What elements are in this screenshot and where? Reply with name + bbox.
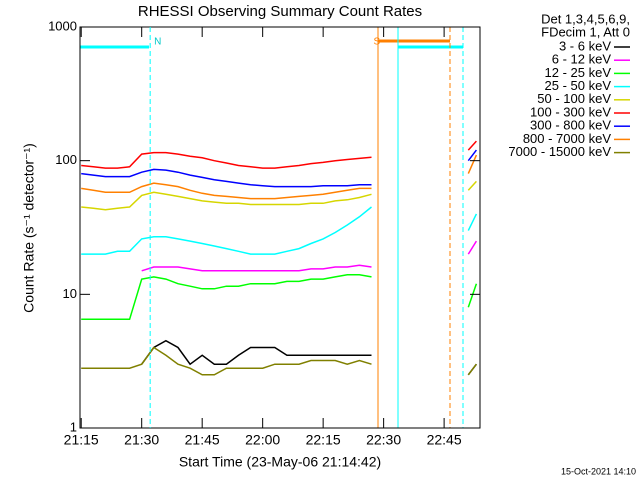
x-tick-label: 21:30 — [124, 432, 159, 448]
legend-label: 800 - 7000 keV — [523, 131, 612, 146]
legend-label: 12 - 25 keV — [545, 65, 612, 80]
y-tick-label: 1 — [70, 419, 77, 434]
legend-label: 25 - 50 keV — [545, 78, 612, 93]
legend-title: FDecim 1, Att 0 — [541, 24, 630, 39]
series-line — [467, 154, 478, 174]
series-line — [81, 346, 372, 376]
legend-label: 50 - 100 keV — [537, 91, 611, 106]
x-tick-label: 21:45 — [185, 432, 220, 448]
legend-label: 3 - 6 keV — [559, 38, 611, 53]
x-tick-label: 21:15 — [64, 432, 99, 448]
y-tick-label: 1000 — [48, 18, 77, 33]
series-line — [467, 213, 478, 231]
x-tick-label: 22:45 — [427, 432, 462, 448]
plot-area — [81, 140, 478, 376]
series-line — [81, 151, 372, 169]
x-tick-label: 22:30 — [366, 432, 401, 448]
legend-label: 6 - 12 keV — [552, 52, 612, 67]
series-line — [467, 240, 478, 255]
series-line — [141, 339, 372, 366]
series-line — [81, 168, 372, 188]
plot-frame — [79, 26, 481, 429]
series-line — [467, 149, 477, 162]
series-line — [467, 140, 477, 151]
y-tick-label: 100 — [55, 152, 77, 167]
legend-label: 7000 - 15000 keV — [508, 144, 611, 159]
annotation: S — [374, 37, 381, 48]
annotation: N — [154, 37, 161, 48]
x-axis-label: Start Time (23-May-06 21:14:42) — [179, 454, 381, 470]
y-axis-label: Count Rate (s⁻¹ detector⁻¹) — [21, 143, 37, 313]
series-line — [467, 363, 477, 376]
footer: 15-Oct-2021 14:10 — [561, 466, 636, 476]
y-tick-label: 10 — [63, 286, 77, 301]
legend-title: Det 1,3,4,5,6,9, — [541, 11, 630, 26]
series-line — [141, 264, 372, 272]
x-tick-label: 22:15 — [306, 432, 341, 448]
series-line — [81, 182, 372, 200]
series-line — [81, 274, 372, 321]
chart-title: RHESSI Observing Summary Count Rates — [138, 3, 422, 20]
legend-label: 100 - 300 keV — [530, 104, 611, 119]
legend-label: 300 - 800 keV — [530, 118, 611, 133]
series-line — [81, 206, 372, 255]
series-line — [467, 283, 478, 308]
series-line — [81, 191, 372, 211]
series-line — [467, 180, 477, 191]
x-tick-label: 22:00 — [245, 432, 280, 448]
